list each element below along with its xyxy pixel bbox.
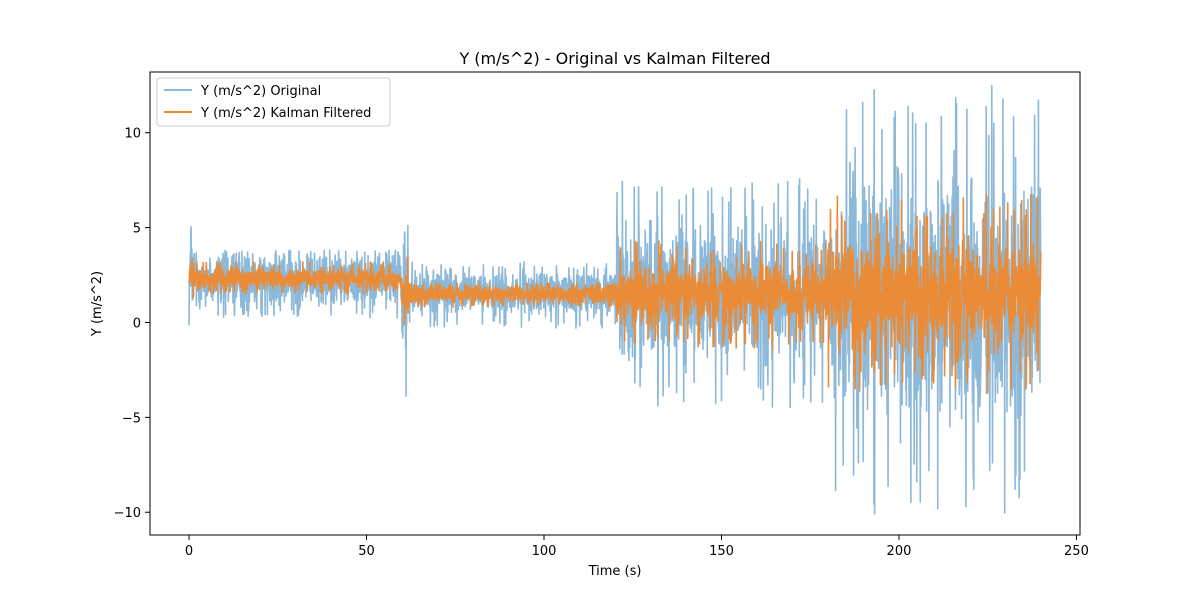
legend-label-kalman: Y (m/s^2) Kalman Filtered — [200, 106, 371, 121]
legend-label-original: Y (m/s^2) Original — [200, 84, 321, 99]
series-layer — [188, 84, 1042, 515]
y-tick-label: −5 — [122, 411, 141, 426]
legend-box — [156, 77, 391, 127]
series-line-kalman — [188, 193, 1042, 394]
x-tick-label: 200 — [887, 544, 912, 559]
x-tick-label: 250 — [1064, 544, 1089, 559]
plot-frame — [149, 71, 1081, 536]
y-tick-label: 0 — [133, 316, 141, 331]
legend: Y (m/s^2) Original Y (m/s^2) Kalman Filt… — [156, 77, 391, 127]
x-tick-label: 100 — [532, 544, 557, 559]
x-tick-label: 150 — [709, 544, 734, 559]
x-tick-label: 50 — [358, 544, 375, 559]
y-tick-label: −10 — [114, 506, 141, 521]
y-axis: −10 −5 0 5 10 — [114, 127, 150, 521]
x-tick-label: 0 — [185, 544, 193, 559]
x-axis-title: Time (s) — [588, 564, 642, 579]
y-tick-label: 5 — [133, 222, 141, 237]
y-axis-title: Y (m/s^2) — [90, 271, 105, 337]
chart-title: Y (m/s^2) - Original vs Kalman Filtered — [458, 49, 770, 68]
y-tick-label: 10 — [124, 127, 141, 142]
x-axis: 0 50 100 150 200 250 — [185, 535, 1089, 559]
